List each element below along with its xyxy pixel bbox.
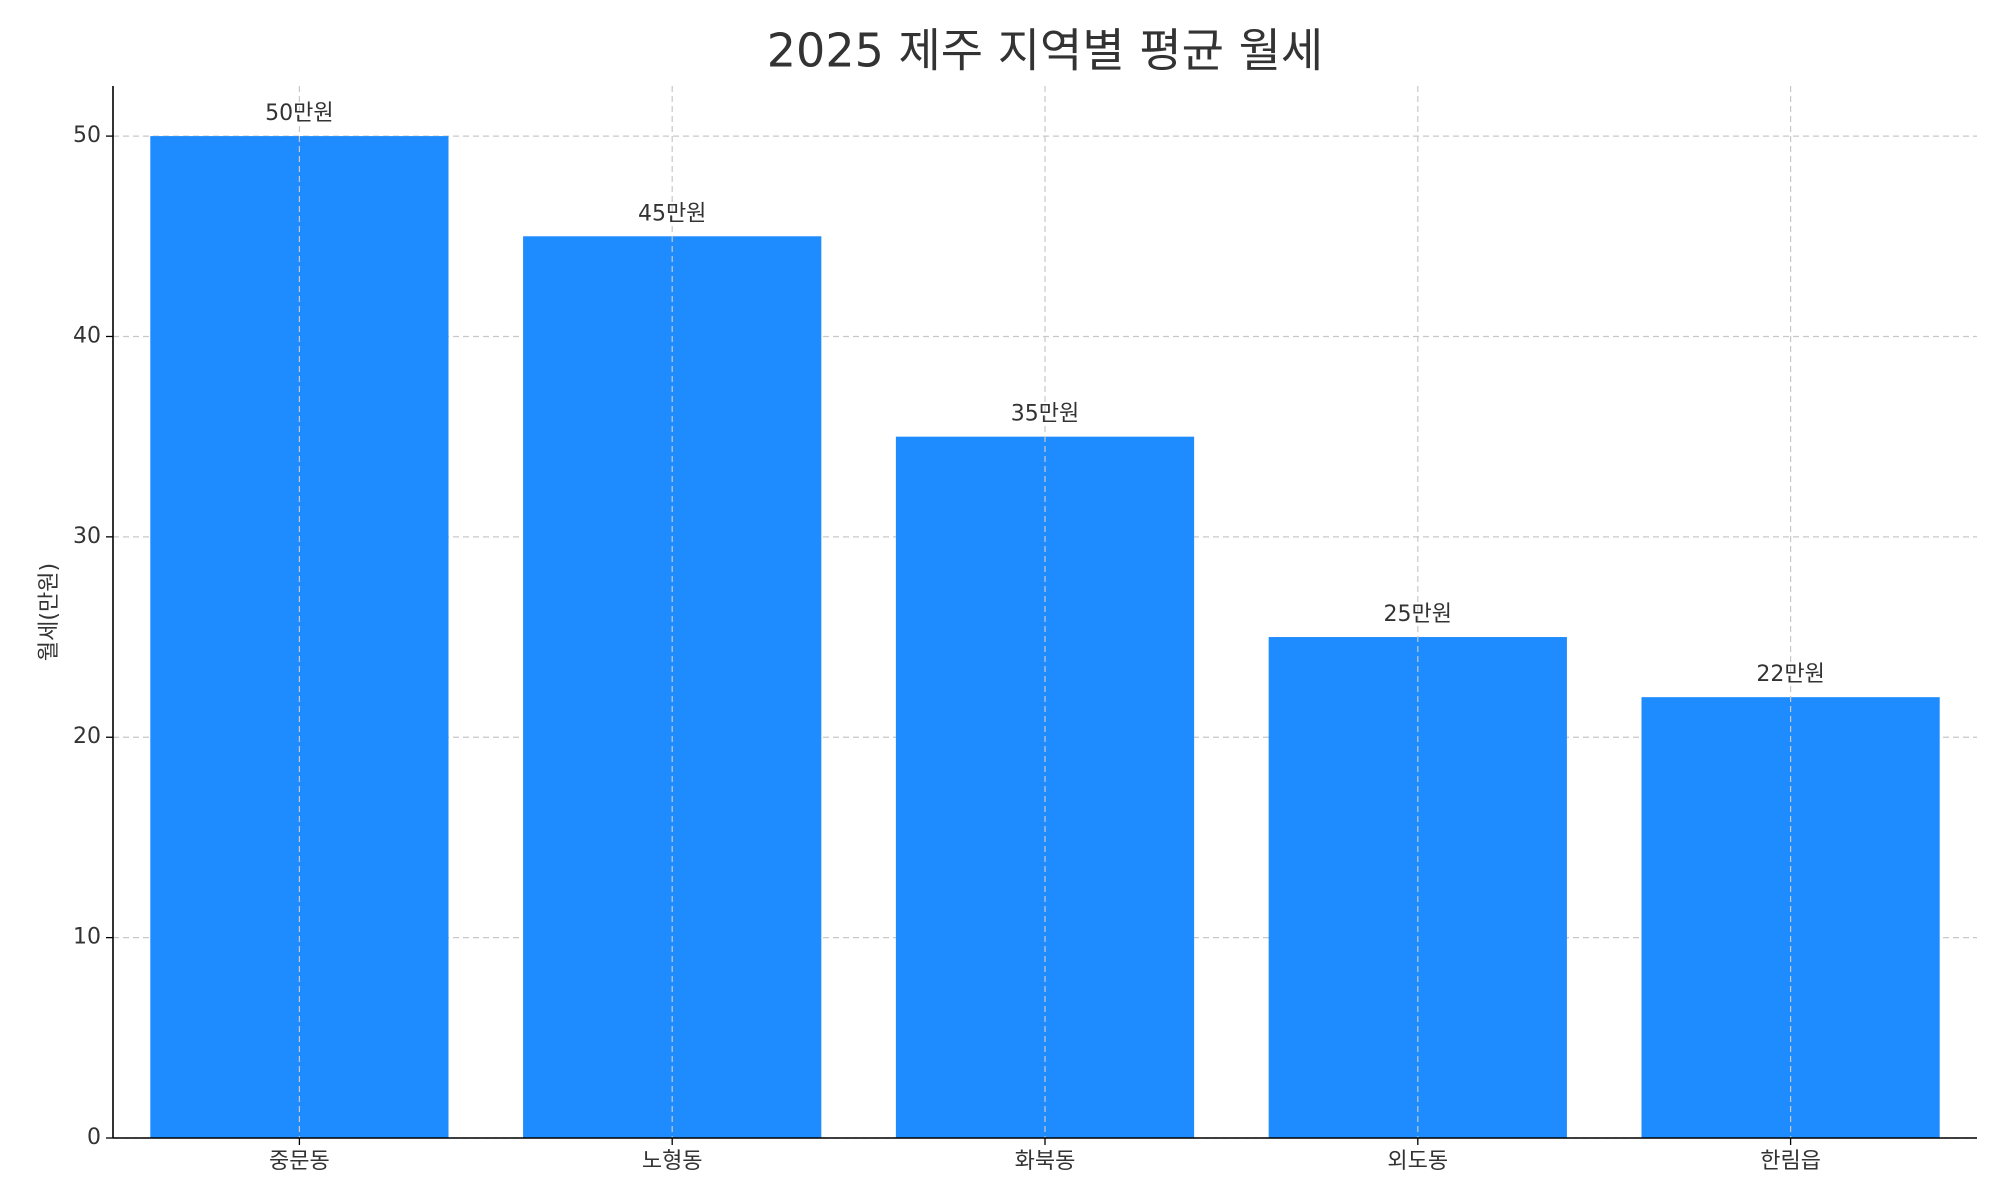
value-label: 25만원 <box>1384 602 1452 627</box>
y-tick-label: 20 <box>73 724 101 749</box>
x-tick-label: 외도동 <box>1387 1149 1448 1174</box>
y-tick-label: 30 <box>73 524 101 549</box>
y-axis-label: 월세(만원) <box>37 563 62 661</box>
y-tick-label: 10 <box>73 925 101 950</box>
y-tick-label: 0 <box>87 1125 101 1150</box>
x-tick-label: 중문동 <box>269 1149 330 1174</box>
x-tick-label: 노형동 <box>642 1149 703 1174</box>
value-label: 22만원 <box>1756 662 1824 687</box>
chart-title: 2025 제주 지역별 평균 월세 <box>767 24 1323 78</box>
x-tick-label: 한림읍 <box>1760 1149 1821 1174</box>
value-label: 50만원 <box>265 101 333 126</box>
y-tick-label: 40 <box>73 323 101 348</box>
value-label: 45만원 <box>638 201 706 226</box>
x-tick-label: 화북동 <box>1015 1149 1076 1174</box>
value-label: 35만원 <box>1011 402 1079 427</box>
y-tick-label: 50 <box>73 123 101 148</box>
